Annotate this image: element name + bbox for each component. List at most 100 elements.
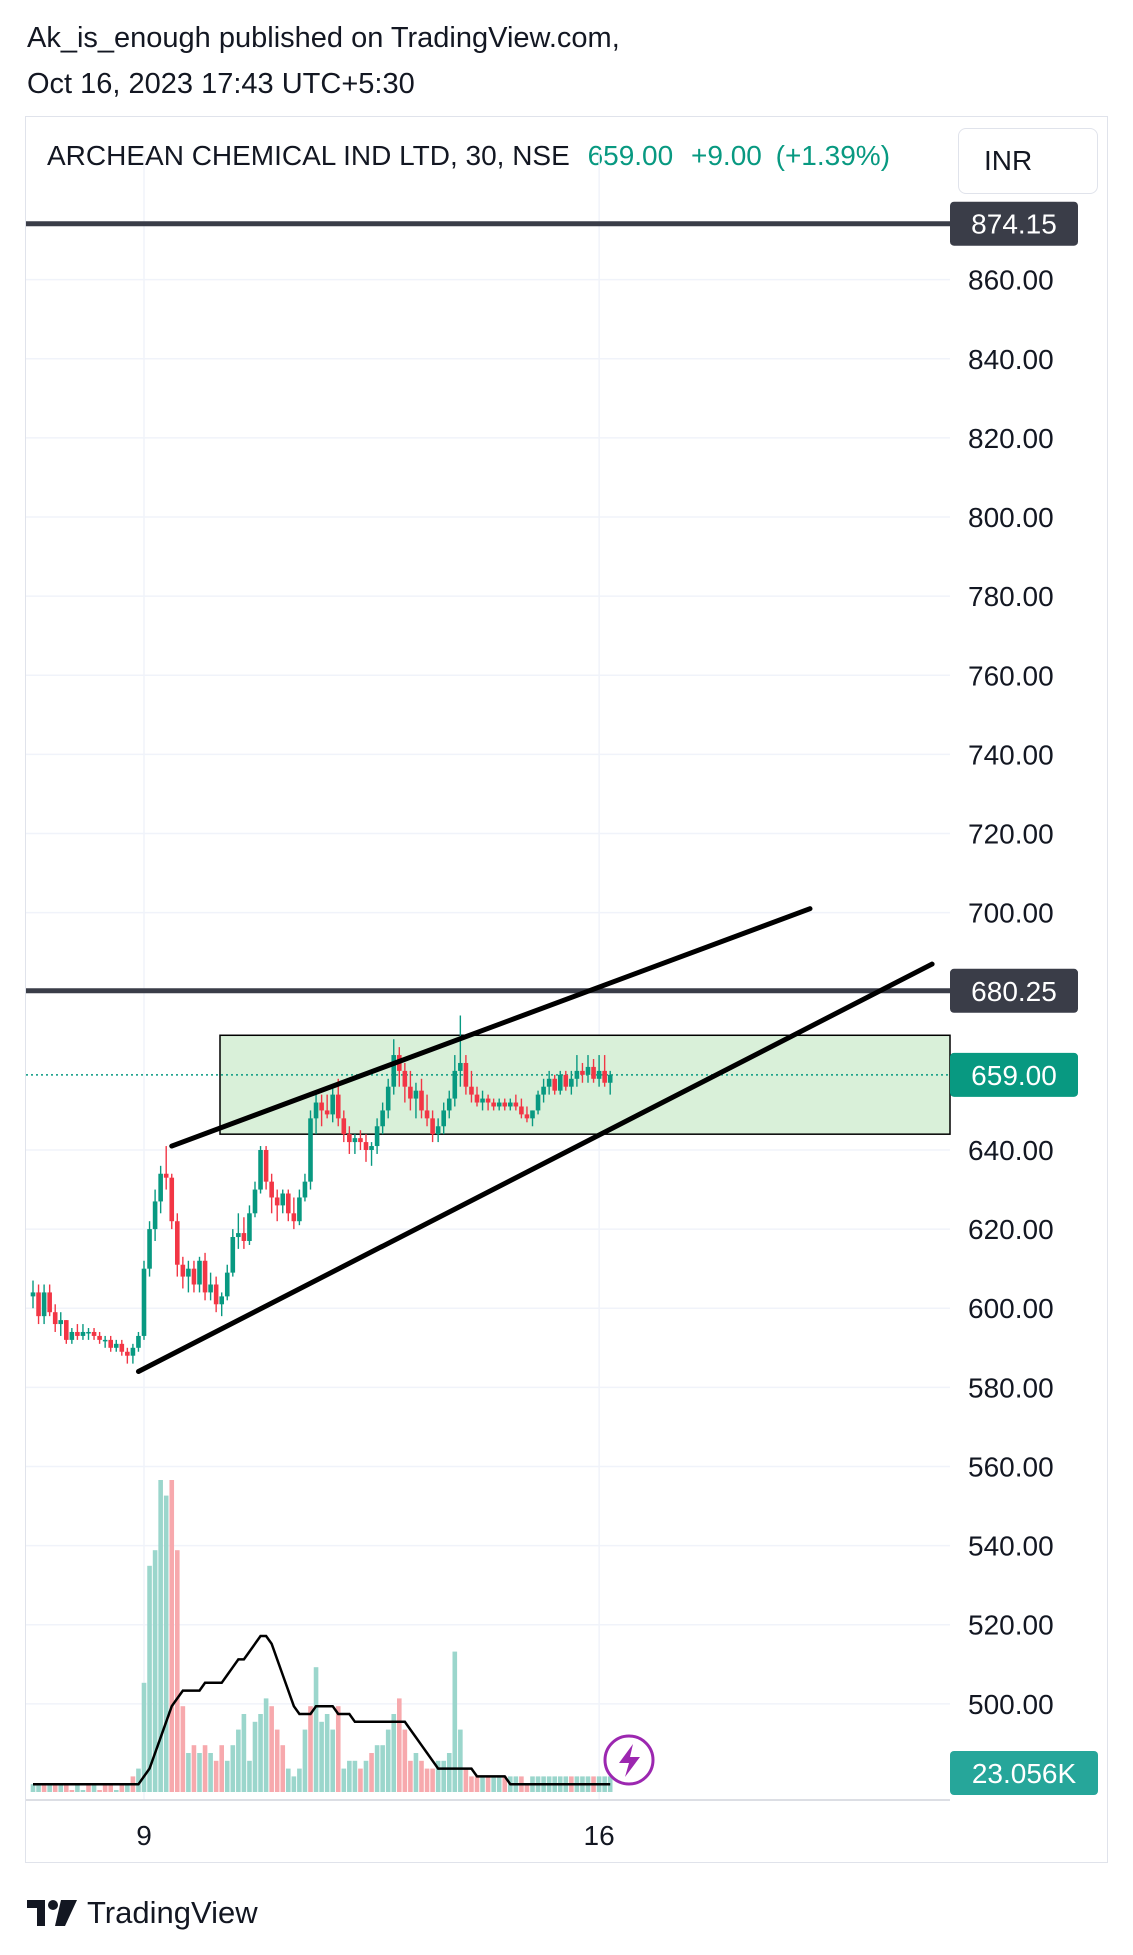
volume-bar bbox=[147, 1565, 152, 1792]
currency-selector[interactable]: INR bbox=[958, 128, 1098, 194]
volume-bar bbox=[369, 1753, 374, 1792]
price-axis-label: 820.00 bbox=[968, 423, 1054, 454]
candle bbox=[341, 1110, 347, 1143]
candle bbox=[535, 1090, 541, 1115]
candle-body bbox=[546, 1078, 552, 1087]
volume-bar bbox=[374, 1745, 380, 1792]
candle-body bbox=[113, 1343, 119, 1348]
candle bbox=[47, 1284, 52, 1317]
volume-bar bbox=[524, 1784, 530, 1792]
price-change-pct: (+1.39%) bbox=[775, 140, 891, 171]
replay-icon[interactable] bbox=[603, 1734, 655, 1786]
volume-bar bbox=[352, 1760, 358, 1792]
candle-body bbox=[297, 1197, 302, 1222]
candle bbox=[291, 1197, 297, 1230]
volume-bar bbox=[141, 1682, 147, 1792]
lightning-icon bbox=[619, 1744, 640, 1777]
candle bbox=[125, 1347, 130, 1364]
candle-body bbox=[91, 1331, 97, 1336]
volume-bar bbox=[202, 1745, 208, 1792]
candle-body bbox=[208, 1284, 213, 1293]
candle bbox=[363, 1134, 369, 1162]
price-axis-label: 800.00 bbox=[968, 502, 1054, 533]
candle bbox=[236, 1213, 241, 1249]
volume-bar bbox=[247, 1760, 252, 1792]
candle-body bbox=[335, 1094, 341, 1119]
candle bbox=[241, 1217, 247, 1249]
volume-bar bbox=[358, 1768, 363, 1792]
volume-bar bbox=[319, 1721, 324, 1792]
symbol-title[interactable]: ARCHEAN CHEMICAL IND LTD, 30, NSE bbox=[47, 140, 570, 171]
volume-bar bbox=[380, 1745, 385, 1792]
candle-body bbox=[435, 1126, 441, 1135]
volume-bar bbox=[258, 1714, 263, 1792]
trendline bbox=[169, 906, 813, 1149]
candle bbox=[330, 1086, 335, 1123]
candle bbox=[480, 1090, 485, 1111]
publisher-line: Ak_is_enough published on TradingView.co… bbox=[27, 22, 620, 54]
candle-body bbox=[252, 1189, 258, 1214]
volume-bar bbox=[313, 1667, 319, 1792]
brand-name: TradingView bbox=[87, 1895, 258, 1930]
candle-body bbox=[563, 1074, 569, 1087]
candle-body bbox=[508, 1102, 513, 1107]
candle-body bbox=[591, 1066, 596, 1079]
candle bbox=[119, 1339, 125, 1356]
candle-body bbox=[313, 1102, 319, 1119]
volume-bar bbox=[47, 1784, 52, 1792]
candle bbox=[530, 1110, 535, 1127]
candle bbox=[202, 1252, 208, 1301]
volume-bar bbox=[491, 1776, 496, 1792]
candle-body bbox=[186, 1268, 191, 1277]
candle-body bbox=[552, 1078, 557, 1091]
candle-body bbox=[136, 1335, 141, 1348]
volume-bar bbox=[347, 1760, 352, 1792]
candle-body bbox=[569, 1078, 574, 1087]
candle bbox=[380, 1102, 385, 1135]
volume-bar bbox=[224, 1760, 230, 1792]
candle-body bbox=[36, 1292, 41, 1317]
candle bbox=[152, 1189, 158, 1241]
candle bbox=[80, 1324, 86, 1340]
last-price: 659.00 bbox=[587, 140, 674, 171]
candle bbox=[280, 1189, 286, 1214]
chart-legend: ARCHEAN CHEMICAL IND LTD, 30, NSE 659.00… bbox=[47, 140, 890, 172]
candle bbox=[441, 1102, 446, 1135]
candle bbox=[430, 1110, 435, 1143]
trendline bbox=[135, 961, 935, 1375]
candle-body bbox=[202, 1260, 208, 1293]
candle-body bbox=[286, 1193, 291, 1214]
candle-body bbox=[585, 1066, 591, 1075]
candle-body bbox=[274, 1197, 280, 1206]
candle bbox=[180, 1256, 186, 1289]
candle bbox=[458, 1015, 463, 1087]
volume-bar bbox=[30, 1784, 36, 1792]
candle bbox=[75, 1324, 80, 1340]
volume-bar bbox=[485, 1776, 491, 1792]
candle-body bbox=[69, 1331, 75, 1340]
candle bbox=[374, 1118, 380, 1154]
candle-body bbox=[58, 1320, 64, 1325]
candle-body bbox=[175, 1221, 180, 1265]
candle-body bbox=[419, 1090, 424, 1111]
volume-bar bbox=[469, 1776, 474, 1792]
volume-bar bbox=[430, 1768, 435, 1792]
volume-bar bbox=[274, 1729, 280, 1792]
trendlines bbox=[135, 906, 935, 1375]
candle bbox=[313, 1094, 319, 1135]
volume-bar bbox=[297, 1768, 302, 1792]
time-axis-label: 9 bbox=[136, 1820, 152, 1851]
candle bbox=[413, 1082, 419, 1119]
candle-body bbox=[108, 1339, 113, 1348]
price-axis-label: 700.00 bbox=[968, 898, 1054, 929]
candle bbox=[491, 1098, 496, 1111]
candle-body bbox=[330, 1094, 335, 1115]
volume-bar bbox=[213, 1760, 219, 1792]
candle bbox=[369, 1142, 374, 1166]
tradingview-logo[interactable]: TradingView bbox=[27, 1895, 258, 1931]
candle-body bbox=[213, 1284, 219, 1305]
candle-body bbox=[86, 1331, 91, 1334]
volume-bar bbox=[136, 1768, 141, 1792]
volume-bar bbox=[97, 1790, 102, 1792]
